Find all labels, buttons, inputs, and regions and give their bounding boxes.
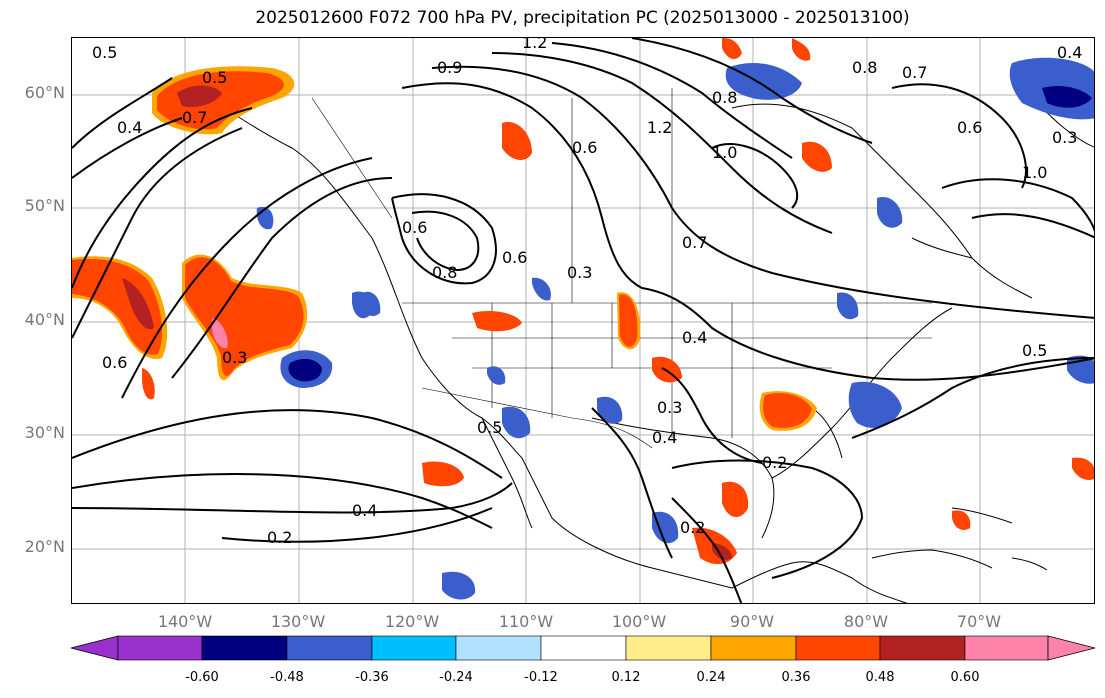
lon-label-130w: 130°W — [270, 612, 326, 631]
colorbar-bin — [455, 635, 542, 661]
lat-label-60: 60°N — [24, 83, 65, 102]
colorbar-tick-label: -0.36 — [355, 670, 389, 685]
colorbar-bin — [371, 635, 457, 661]
colorbar-bin — [117, 635, 203, 661]
contour-label: 0.5 — [1022, 341, 1047, 360]
colorbar-bin — [879, 635, 966, 661]
contour-label: 0.7 — [902, 63, 927, 82]
contour-label: 0.9 — [437, 58, 462, 77]
lon-label-100w: 100°W — [611, 612, 667, 631]
contour-label: 0.7 — [182, 108, 207, 127]
contour-labels: 0.5 0.4 0.5 0.7 0.6 0.3 0.6 0.9 1.2 0.8 … — [92, 38, 1082, 547]
colorbar — [70, 635, 1096, 661]
contour-label: 0.3 — [657, 398, 682, 417]
lon-label-110w: 110°W — [498, 612, 554, 631]
contour-label: 1.2 — [522, 38, 547, 52]
political-borders — [311, 88, 932, 449]
precip-shading — [72, 38, 1094, 600]
contour-label: 0.6 — [957, 118, 982, 137]
colorbar-tick-label: 0.12 — [611, 670, 641, 685]
map-canvas: 0.5 0.4 0.5 0.7 0.6 0.3 0.6 0.9 1.2 0.8 … — [72, 38, 1094, 603]
lon-label-80w: 80°W — [843, 612, 889, 631]
contour-label: 0.5 — [477, 418, 502, 437]
colorbar-bin — [625, 635, 712, 661]
contour-label: 0.4 — [652, 428, 677, 447]
contour-label: 1.2 — [647, 118, 672, 137]
contour-label: 0.3 — [1052, 128, 1077, 147]
colorbar-bin — [540, 635, 627, 661]
colorbar-tick-label: -0.60 — [185, 670, 219, 685]
contour-label: 0.2 — [267, 528, 292, 547]
contour-label: 0.4 — [117, 118, 142, 137]
contour-label: 0.6 — [102, 353, 127, 372]
lat-label-20: 20°N — [24, 537, 65, 556]
contour-label: 0.4 — [682, 328, 707, 347]
colorbar-bin — [964, 635, 1049, 661]
contour-label: 0.8 — [432, 263, 457, 282]
colorbar-bin — [710, 635, 797, 661]
colorbar-tick-label: 0.48 — [865, 670, 895, 685]
lon-label-70w: 70°W — [956, 612, 1002, 631]
colorbar-extend-max — [1047, 635, 1096, 661]
lon-label-140w: 140°W — [157, 612, 213, 631]
contour-label: 0.5 — [202, 68, 227, 87]
lon-label-120w: 120°W — [384, 612, 440, 631]
pv-contours — [72, 38, 1094, 603]
map-panel: 0.5 0.4 0.5 0.7 0.6 0.3 0.6 0.9 1.2 0.8 … — [71, 37, 1095, 604]
colorbar-bin — [286, 635, 373, 661]
contour-label: 0.2 — [680, 518, 705, 537]
colorbar-extend-min — [70, 635, 119, 661]
colorbar-tick-label: -0.48 — [270, 670, 304, 685]
lon-label-90w: 90°W — [729, 612, 775, 631]
lat-label-50: 50°N — [24, 196, 65, 215]
colorbar-tick-label: 0.60 — [950, 670, 980, 685]
colorbar-tick-label: -0.24 — [439, 670, 473, 685]
contour-label: 1.0 — [1022, 163, 1047, 182]
contour-label: 0.6 — [402, 218, 427, 237]
contour-label: 0.6 — [572, 138, 597, 157]
chart-title: 2025012600 F072 700 hPa PV, precipitatio… — [255, 8, 910, 28]
contour-label: 0.7 — [682, 233, 707, 252]
contour-label: 0.8 — [712, 88, 737, 107]
contour-label: 0.2 — [762, 453, 787, 472]
colorbar-bin — [795, 635, 881, 661]
colorbar-tick-label: 0.24 — [696, 670, 726, 685]
colorbar-bin — [201, 635, 288, 661]
contour-label: 0.6 — [502, 248, 527, 267]
contour-label: 1.0 — [712, 143, 737, 162]
contour-label: 0.4 — [1057, 43, 1082, 62]
lat-label-40: 40°N — [24, 310, 65, 329]
contour-label: 0.8 — [852, 58, 877, 77]
contour-label: 0.5 — [92, 43, 117, 62]
colorbar-tick-label: -0.12 — [524, 670, 558, 685]
colorbar-tick-label: 0.36 — [781, 670, 811, 685]
contour-label: 0.3 — [567, 263, 592, 282]
contour-label: 0.4 — [352, 501, 377, 520]
lat-label-30: 30°N — [24, 423, 65, 442]
contour-label: 0.3 — [222, 348, 247, 367]
